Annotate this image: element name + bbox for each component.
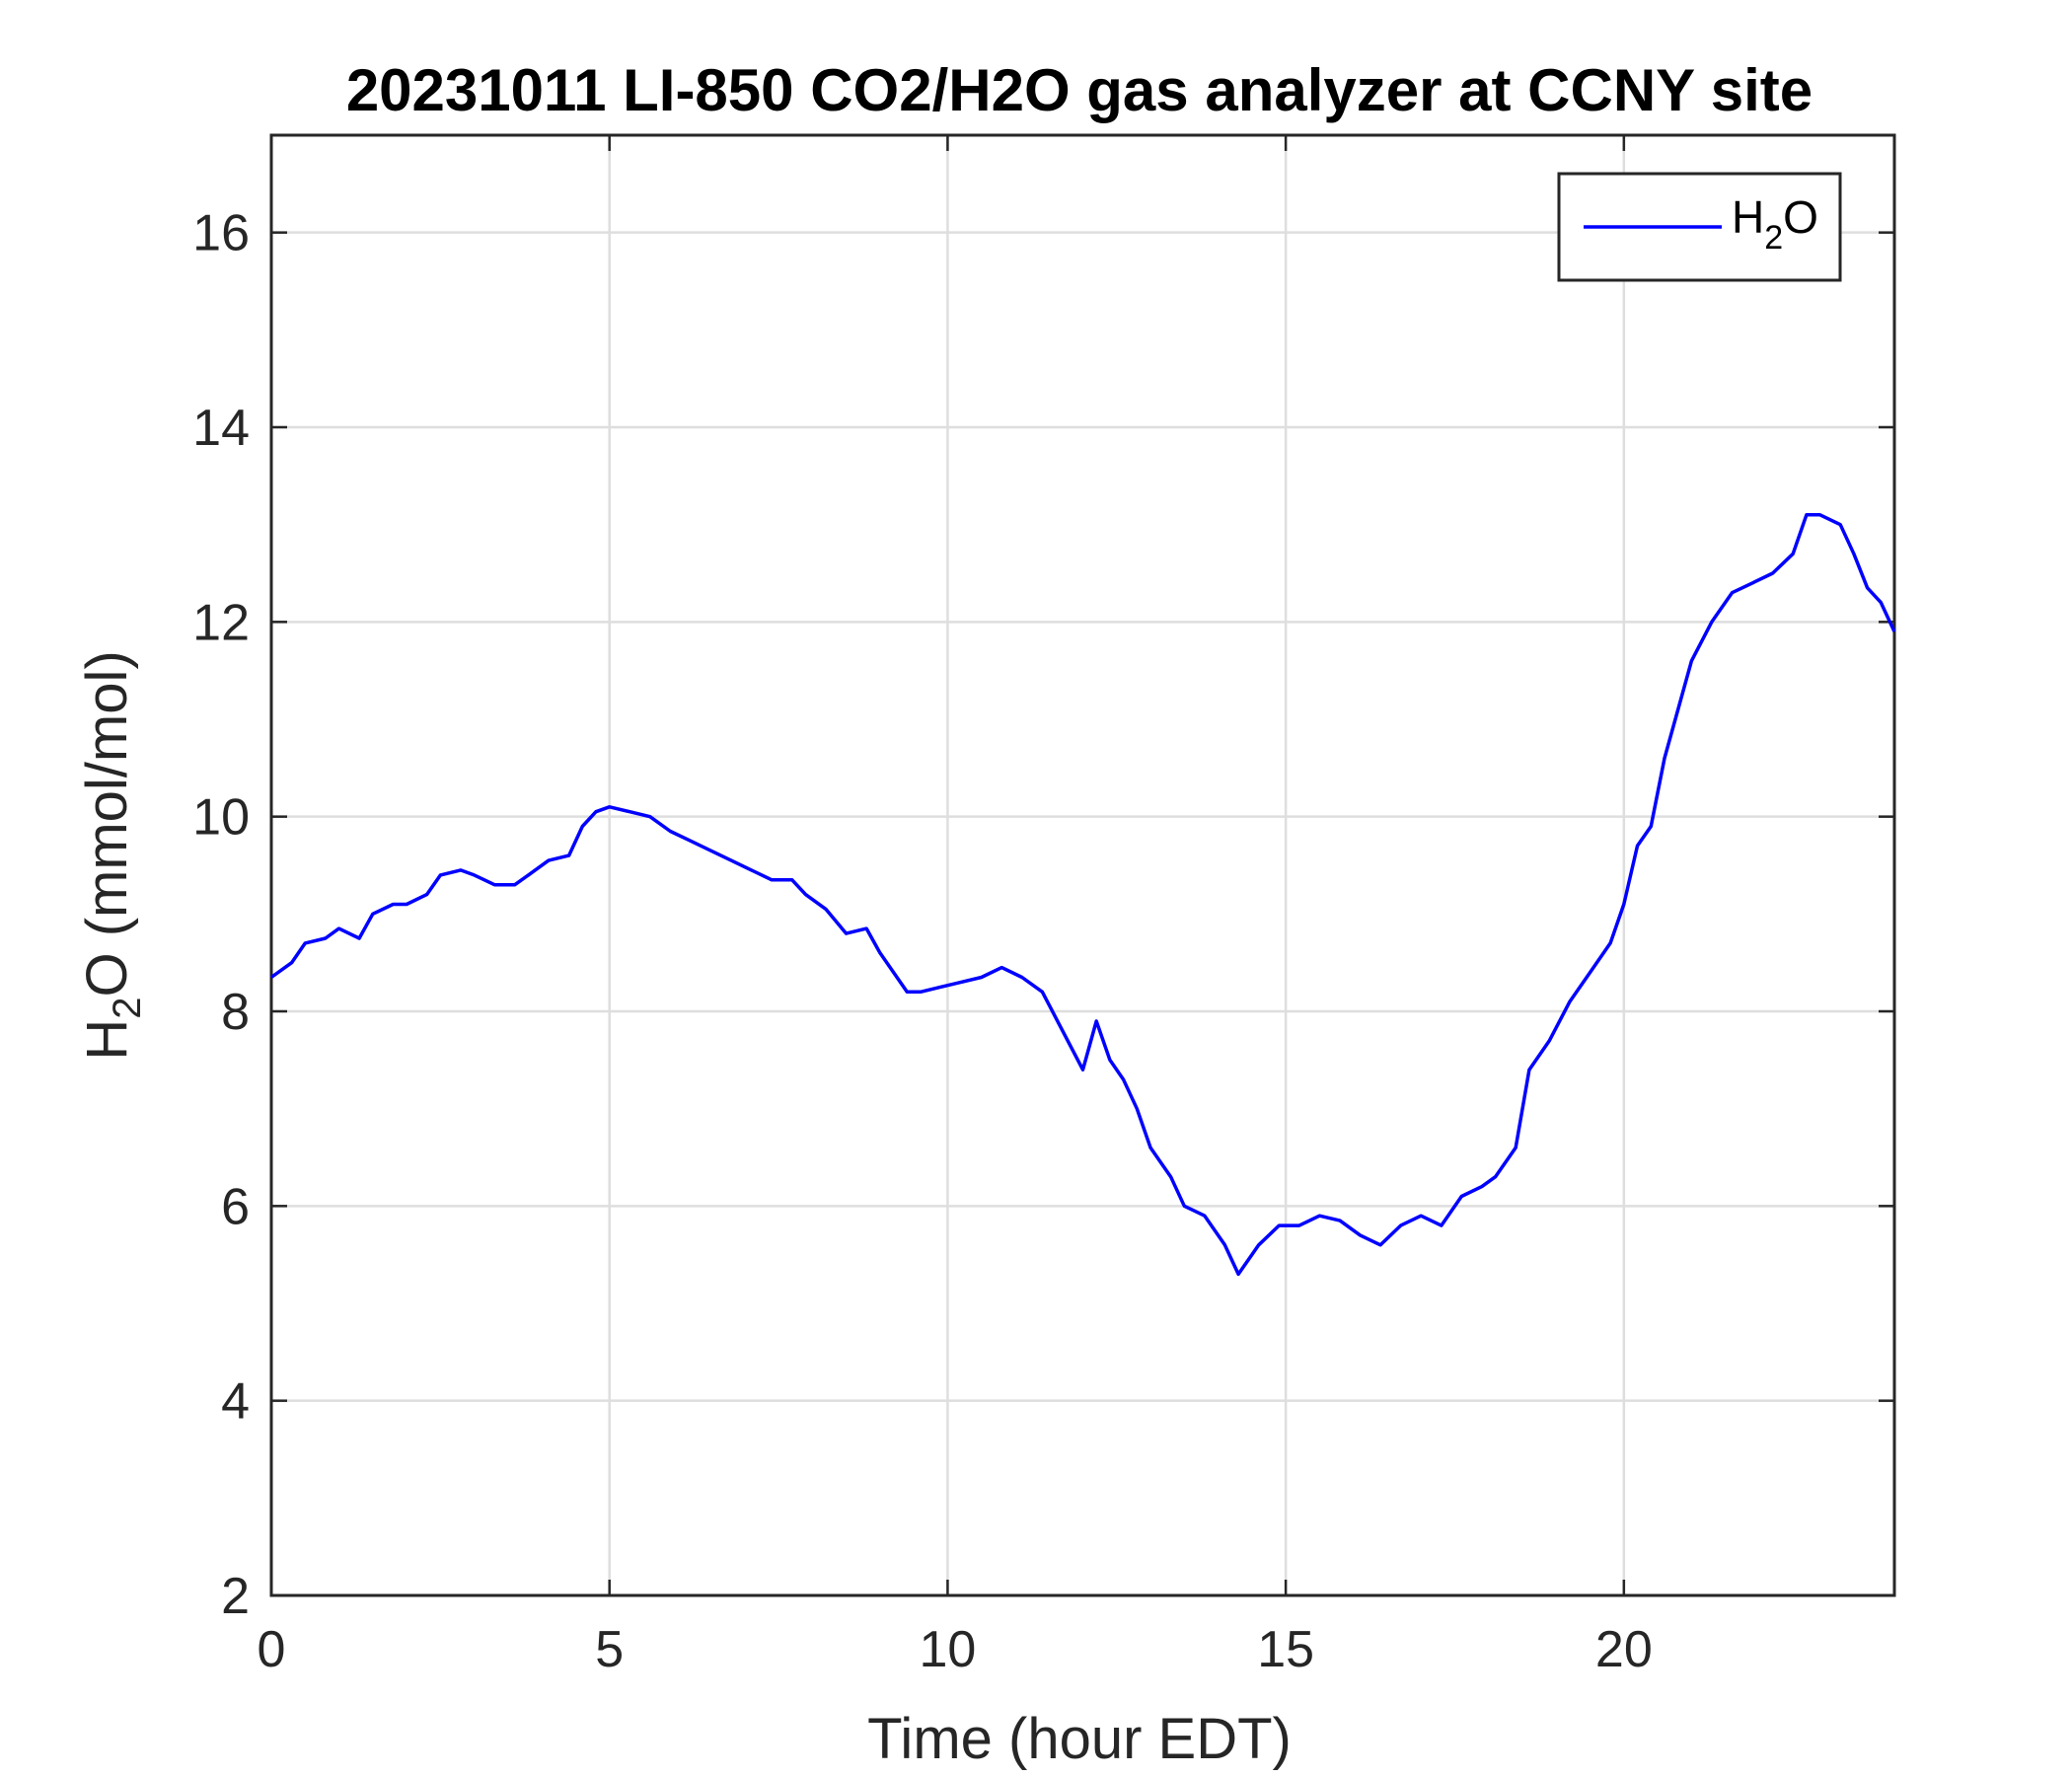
x-axis-label: Time (hour EDT) xyxy=(867,1707,1292,1771)
y-axis-label-subscript: 2 xyxy=(106,998,149,1019)
y-axis-label-main: H xyxy=(75,1019,139,1061)
y-tick-label: 8 xyxy=(221,984,250,1041)
series-line-h2o xyxy=(269,513,1896,1277)
grid xyxy=(269,135,1894,1597)
legend-label-rest: O xyxy=(1783,191,1818,243)
y-tick-label: 12 xyxy=(192,594,250,651)
y-axis-label-rest: O (mmol/mol) xyxy=(75,650,139,997)
y-tick-label: 4 xyxy=(221,1373,250,1431)
y-tick-label: 14 xyxy=(192,400,250,457)
series-layer xyxy=(269,513,1896,1277)
y-tick-labels: 2 4 6 8 10 12 14 16 xyxy=(192,205,250,1625)
x-tick-label: 10 xyxy=(919,1621,976,1678)
legend-label-h2o: H2O xyxy=(1732,191,1818,257)
y-tick-label: 16 xyxy=(192,205,250,262)
x-tick-label: 0 xyxy=(258,1621,286,1678)
y-tick-label: 6 xyxy=(221,1178,250,1235)
y-axis-label: H2O (mmol/mol) xyxy=(75,650,149,1060)
x-tick-labels: 0 5 10 15 20 xyxy=(258,1621,1653,1678)
tick-marks xyxy=(269,135,1894,1597)
x-tick-label: 20 xyxy=(1595,1621,1653,1678)
y-tick-label: 2 xyxy=(221,1568,250,1625)
x-tick-label: 15 xyxy=(1257,1621,1314,1678)
x-tick-label: 5 xyxy=(595,1621,624,1678)
legend-label-main: H xyxy=(1732,191,1764,243)
y-tick-label: 10 xyxy=(192,789,250,847)
plot-area-frame xyxy=(269,133,1896,1597)
legend: H2O xyxy=(1557,172,1842,282)
chart-title: 20231011 LI-850 CO2/H2O gas analyzer at … xyxy=(346,57,1813,123)
legend-label-subscript: 2 xyxy=(1764,219,1783,257)
